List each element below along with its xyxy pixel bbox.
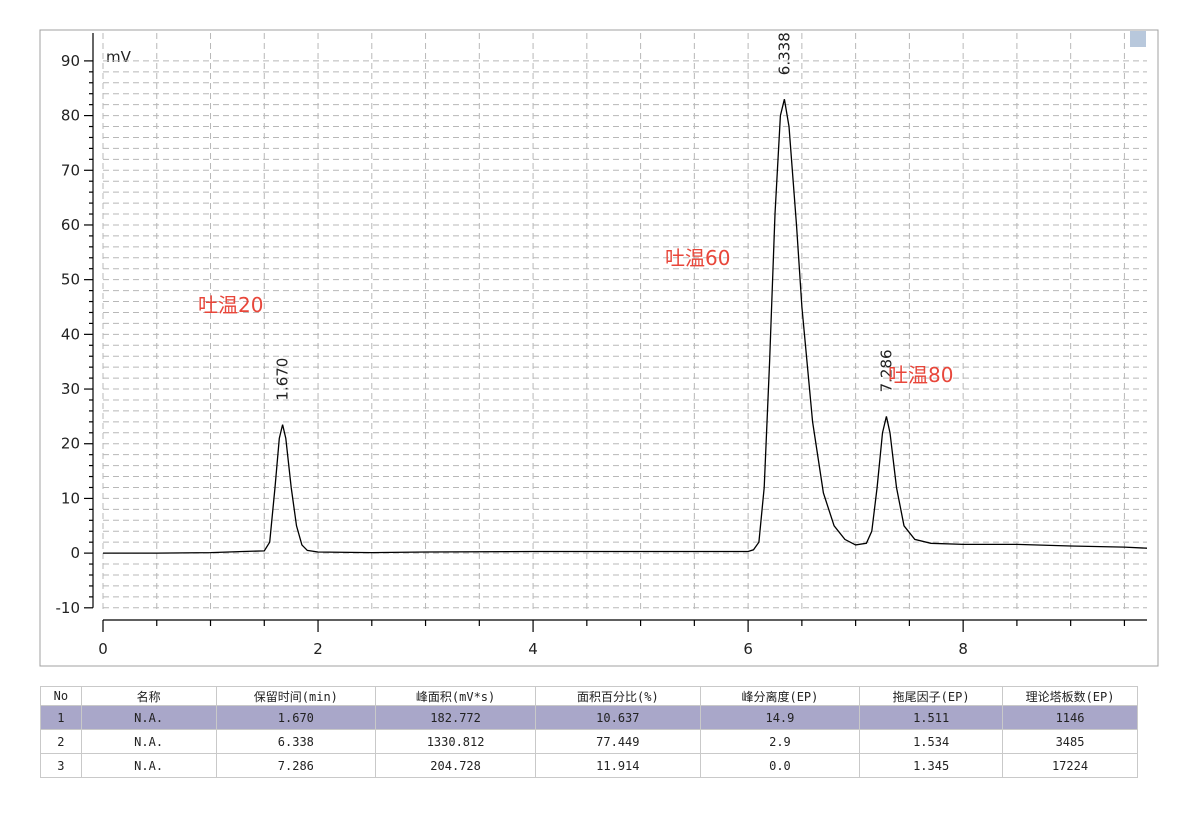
y-tick-label: 30 [61, 380, 80, 398]
x-tick-label: 8 [958, 640, 968, 658]
y-tick-label: 70 [61, 161, 80, 179]
peak-label: 1.670 [274, 358, 292, 401]
peak-annotation: 吐温20 [198, 293, 263, 317]
table-cell: 2.9 [699, 729, 861, 754]
header-cell: 理论塔板数(EP) [1002, 686, 1138, 706]
header-cell: No [40, 686, 82, 706]
x-tick-label: 2 [313, 640, 323, 658]
x-tick-label: 4 [528, 640, 538, 658]
table-cell: 1.534 [859, 729, 1004, 754]
table-cell: 7.286 [215, 753, 377, 778]
y-tick-label: 50 [61, 271, 80, 289]
chromatogram-line [103, 99, 1148, 554]
table-cell: 17224 [1002, 753, 1138, 778]
y-tick-label: 60 [61, 216, 80, 234]
x-tick-label: 6 [743, 640, 753, 658]
y-tick-label: -10 [56, 599, 81, 617]
x-tick-label: 0 [98, 640, 108, 658]
header-cell: 名称 [80, 686, 217, 706]
y-axis-label: mV [106, 48, 132, 66]
corner-icon [1130, 31, 1146, 47]
peak-annotation: 吐温80 [888, 363, 953, 387]
table-cell: 3 [40, 753, 82, 778]
header-cell: 保留时间(min) [215, 686, 377, 706]
y-tick-label: 40 [61, 325, 80, 343]
table-cell: N.A. [80, 753, 217, 778]
y-tick-label: 80 [61, 107, 80, 125]
table-cell: 1.345 [859, 753, 1004, 778]
table-cell: 3485 [1002, 729, 1138, 754]
table-cell: 182.772 [375, 705, 537, 730]
table-cell: 204.728 [375, 753, 537, 778]
y-tick-label: 90 [61, 52, 80, 70]
header-cell: 拖尾因子(EP) [859, 686, 1004, 706]
header-cell: 峰分离度(EP) [699, 686, 861, 706]
table-cell: 1.511 [859, 705, 1004, 730]
table-cell: N.A. [80, 705, 217, 730]
table-cell: 77.449 [535, 729, 701, 754]
table-cell: 1330.812 [375, 729, 537, 754]
table-cell: 1 [40, 705, 82, 730]
y-tick-label: 20 [61, 435, 80, 453]
table-cell: 14.9 [699, 705, 861, 730]
peak-label: 7.286 [877, 349, 895, 392]
table-row: 3 N.A. 7.286 204.728 11.914 0.0 1.345 17224 [40, 753, 1138, 778]
table-cell: 1.670 [215, 705, 377, 730]
table-cell: 6.338 [215, 729, 377, 754]
table-cell: 1146 [1002, 705, 1138, 730]
table-cell: 2 [40, 729, 82, 754]
header-cell: 峰面积(mV*s) [375, 686, 537, 706]
table-cell: 10.637 [535, 705, 701, 730]
chart-frame [39, 29, 1159, 667]
table-cell: N.A. [80, 729, 217, 754]
header-cell: 面积百分比(%) [535, 686, 701, 706]
table-cell: 0.0 [699, 753, 861, 778]
chart: mV -10 0 10 20 30 40 50 60 70 80 90 0 2 4 6 8 1.670 6.338… [39, 29, 1159, 667]
table-row: 1 N.A. 1.670 182.772 10.637 14.9 1.511 1146 [40, 705, 1138, 730]
table-row: 2 N.A. 6.338 1330.812 77.449 2.9 1.534 3485 [40, 729, 1138, 754]
table-cell: 11.914 [535, 753, 701, 778]
peak-annotation: 吐温60 [665, 246, 730, 270]
results-table: No 名称 保留时间(min) 峰面积(mV*s) 面积百分比(%) 峰分离度(EP) 拖尾… [40, 686, 1138, 778]
y-tick-label: 10 [61, 489, 80, 507]
peak-label: 6.338 [775, 32, 793, 75]
y-tick-label: 0 [70, 544, 80, 562]
header-row: No 名称 保留时间(min) 峰面积(mV*s) 面积百分比(%) 峰分离度(EP) 拖尾… [40, 686, 1138, 706]
